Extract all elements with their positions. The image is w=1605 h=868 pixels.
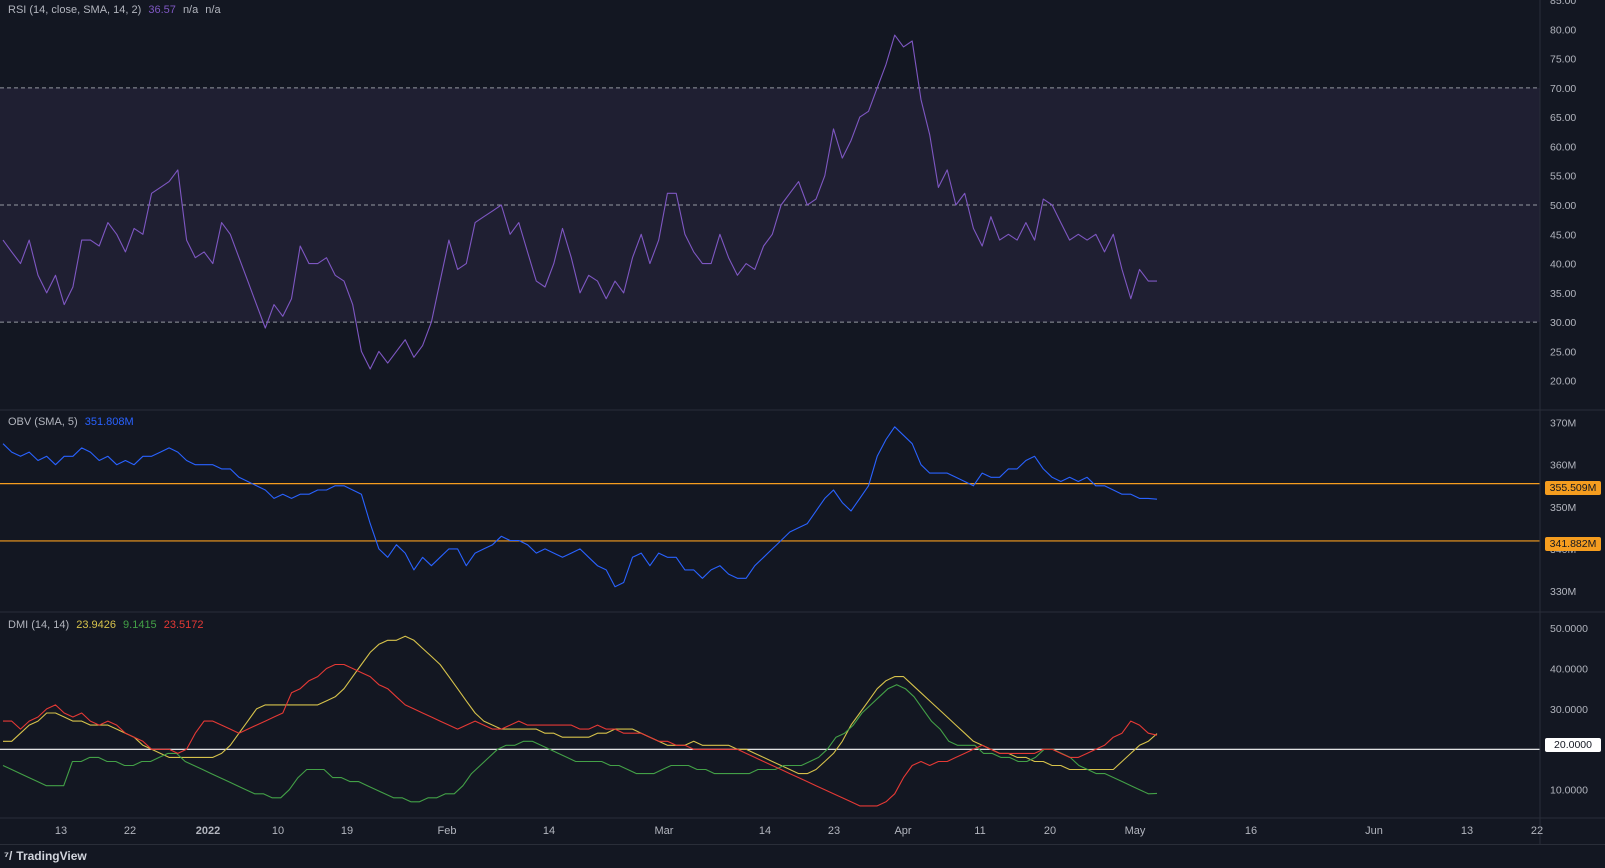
y-tick-label-2-2: 30.0000 xyxy=(1550,704,1588,716)
tradingview-logo[interactable]: ⁷/TradingView xyxy=(4,849,87,863)
y-tick-label-1-4: 330M xyxy=(1550,586,1576,598)
obv-legend-name: OBV (SMA, 5) xyxy=(8,416,78,428)
obv-legend[interactable]: OBV (SMA, 5) 351.808M xyxy=(8,416,138,428)
y-tick-label-0-5: 60.00 xyxy=(1550,141,1576,153)
dmi-legend-name: DMI (14, 14) xyxy=(8,619,70,631)
chart-canvas[interactable]: 85.00 80.00 75.00 70.00 65.00 60.00 55.00 50.00… xyxy=(0,0,1605,845)
dmi-legend[interactable]: DMI (14, 14) 23.9426 9.1415 23.5172 xyxy=(8,619,208,631)
x-tick-label-14: 16 xyxy=(1245,825,1257,837)
series-line-1-0 xyxy=(2,426,1158,588)
obv-level-tag-upper: 355.509M xyxy=(1545,481,1601,495)
x-tick-label-2: 2022 xyxy=(196,825,220,837)
y-tick-label-0-9: 40.00 xyxy=(1550,259,1576,271)
y-tick-label-2-1: 40.0000 xyxy=(1550,664,1588,676)
x-tick-label-3: 10 xyxy=(272,825,284,837)
x-tick-label-9: 23 xyxy=(828,825,840,837)
y-tick-label-0-2: 75.00 xyxy=(1550,54,1576,66)
dmi-legend-adx: 23.9426 xyxy=(76,619,116,631)
x-tick-label-17: 22 xyxy=(1531,825,1543,837)
y-tick-label-1-2: 350M xyxy=(1550,502,1576,514)
series-line-0-0 xyxy=(2,34,1157,370)
dmi-level-tag: 20.0000 xyxy=(1545,738,1601,752)
x-tick-label-7: Mar xyxy=(655,825,674,837)
rsi-legend-value: 36.57 xyxy=(148,4,176,16)
footer-bar: ⁷/TradingView xyxy=(0,844,1605,868)
x-tick-label-11: 11 xyxy=(974,825,985,837)
x-tick-label-6: 14 xyxy=(543,825,555,837)
dmi-legend-plus-di: 9.1415 xyxy=(123,619,157,631)
y-tick-label-0-7: 50.00 xyxy=(1550,200,1576,212)
y-tick-label-0-13: 20.00 xyxy=(1550,376,1576,388)
x-tick-label-4: 19 xyxy=(341,825,353,837)
y-tick-label-1-1: 360M xyxy=(1550,460,1576,472)
y-tick-label-2-0: 50.0000 xyxy=(1550,623,1588,635)
x-tick-label-1: 22 xyxy=(124,825,136,837)
tradingview-logo-icon: ⁷/ xyxy=(4,849,13,863)
obv-level-tag-lower: 341.882M xyxy=(1545,537,1601,551)
series-line-2-0 xyxy=(3,635,1158,775)
x-tick-label-12: 20 xyxy=(1044,825,1056,837)
y-tick-label-0-4: 65.00 xyxy=(1550,112,1576,124)
y-tick-label-0-12: 25.00 xyxy=(1550,346,1576,358)
y-tick-label-0-8: 45.00 xyxy=(1550,229,1576,241)
series-line-2-1 xyxy=(2,684,1158,803)
rsi-legend-extra1: n/a xyxy=(182,4,199,16)
y-tick-label-0-6: 55.00 xyxy=(1550,171,1576,183)
rsi-legend-extra2: n/a xyxy=(205,4,221,16)
series-line-2-2 xyxy=(3,663,1158,807)
x-tick-label-8: 14 xyxy=(759,825,771,837)
y-tick-label-0-0: 85.00 xyxy=(1550,0,1576,7)
y-tick-label-0-10: 35.00 xyxy=(1550,288,1576,300)
y-tick-label-0-3: 70.00 xyxy=(1550,83,1576,95)
dmi-legend-minus-di: 23.5172 xyxy=(163,619,204,631)
y-tick-label-1-0: 370M xyxy=(1550,418,1576,430)
rsi-legend-name: RSI (14, close, SMA, 14, 2) xyxy=(8,4,142,16)
y-tick-label-2-3: 10.0000 xyxy=(1550,785,1588,797)
x-tick-label-5: Feb xyxy=(438,825,457,837)
x-tick-label-16: 13 xyxy=(1461,825,1473,837)
x-tick-label-0: 13 xyxy=(55,825,67,837)
rsi-legend[interactable]: RSI (14, close, SMA, 14, 2) 36.57 n/a n/… xyxy=(8,4,225,16)
x-tick-label-10: Apr xyxy=(894,825,911,837)
x-tick-label-13: May xyxy=(1125,825,1146,837)
obv-legend-value: 351.808M xyxy=(84,416,134,428)
y-tick-label-0-11: 30.00 xyxy=(1550,317,1576,329)
x-tick-label-15: Jun xyxy=(1365,825,1383,837)
y-tick-label-0-1: 80.00 xyxy=(1550,24,1576,36)
tradingview-brand: TradingView xyxy=(16,849,87,863)
